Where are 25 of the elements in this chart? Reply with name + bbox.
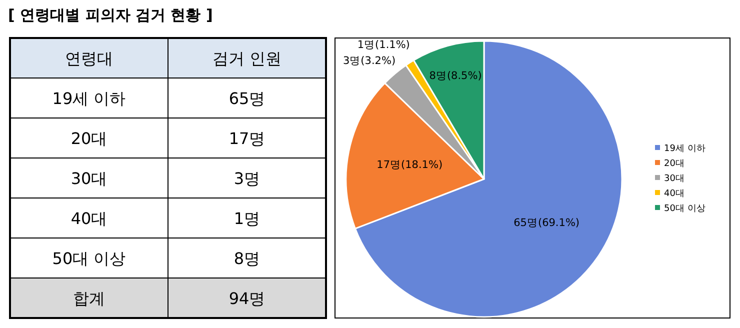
text: [ 연령대별 피의자 검거 현황 ] [8,6,213,24]
text: 3명 [234,169,260,188]
legend-label: 50대 이상 [664,204,706,214]
legend-label: 20대 [664,159,684,169]
text: 1명 [234,209,260,228]
text: 8명 [234,249,260,268]
text: 검거 인원 [212,49,282,68]
legend-label: 19세 이하 [664,144,706,154]
legend-label: 40대 [664,189,684,199]
data-label: 8명(8.5%) [429,70,482,82]
data-label: 17명(18.1%) [376,158,443,171]
text: 합계 [73,289,105,308]
data-label: 65명(69.1%) [514,216,580,229]
category-label: 40대 [70,209,108,228]
text: 연령대 [65,49,113,68]
data-label: 3명(3.2%) [343,55,396,68]
text: 65명 [228,89,266,108]
category-label: 30대 [70,169,108,188]
text: 94명 [228,289,266,308]
category-label: 19세 이하 [52,89,126,108]
category-label: 50대 이상 [52,249,126,268]
category-label: 20대 [70,129,108,148]
data-label: 1명(1.1%) [357,39,410,52]
text: 17명 [228,129,266,148]
legend-label: 30대 [664,174,684,184]
